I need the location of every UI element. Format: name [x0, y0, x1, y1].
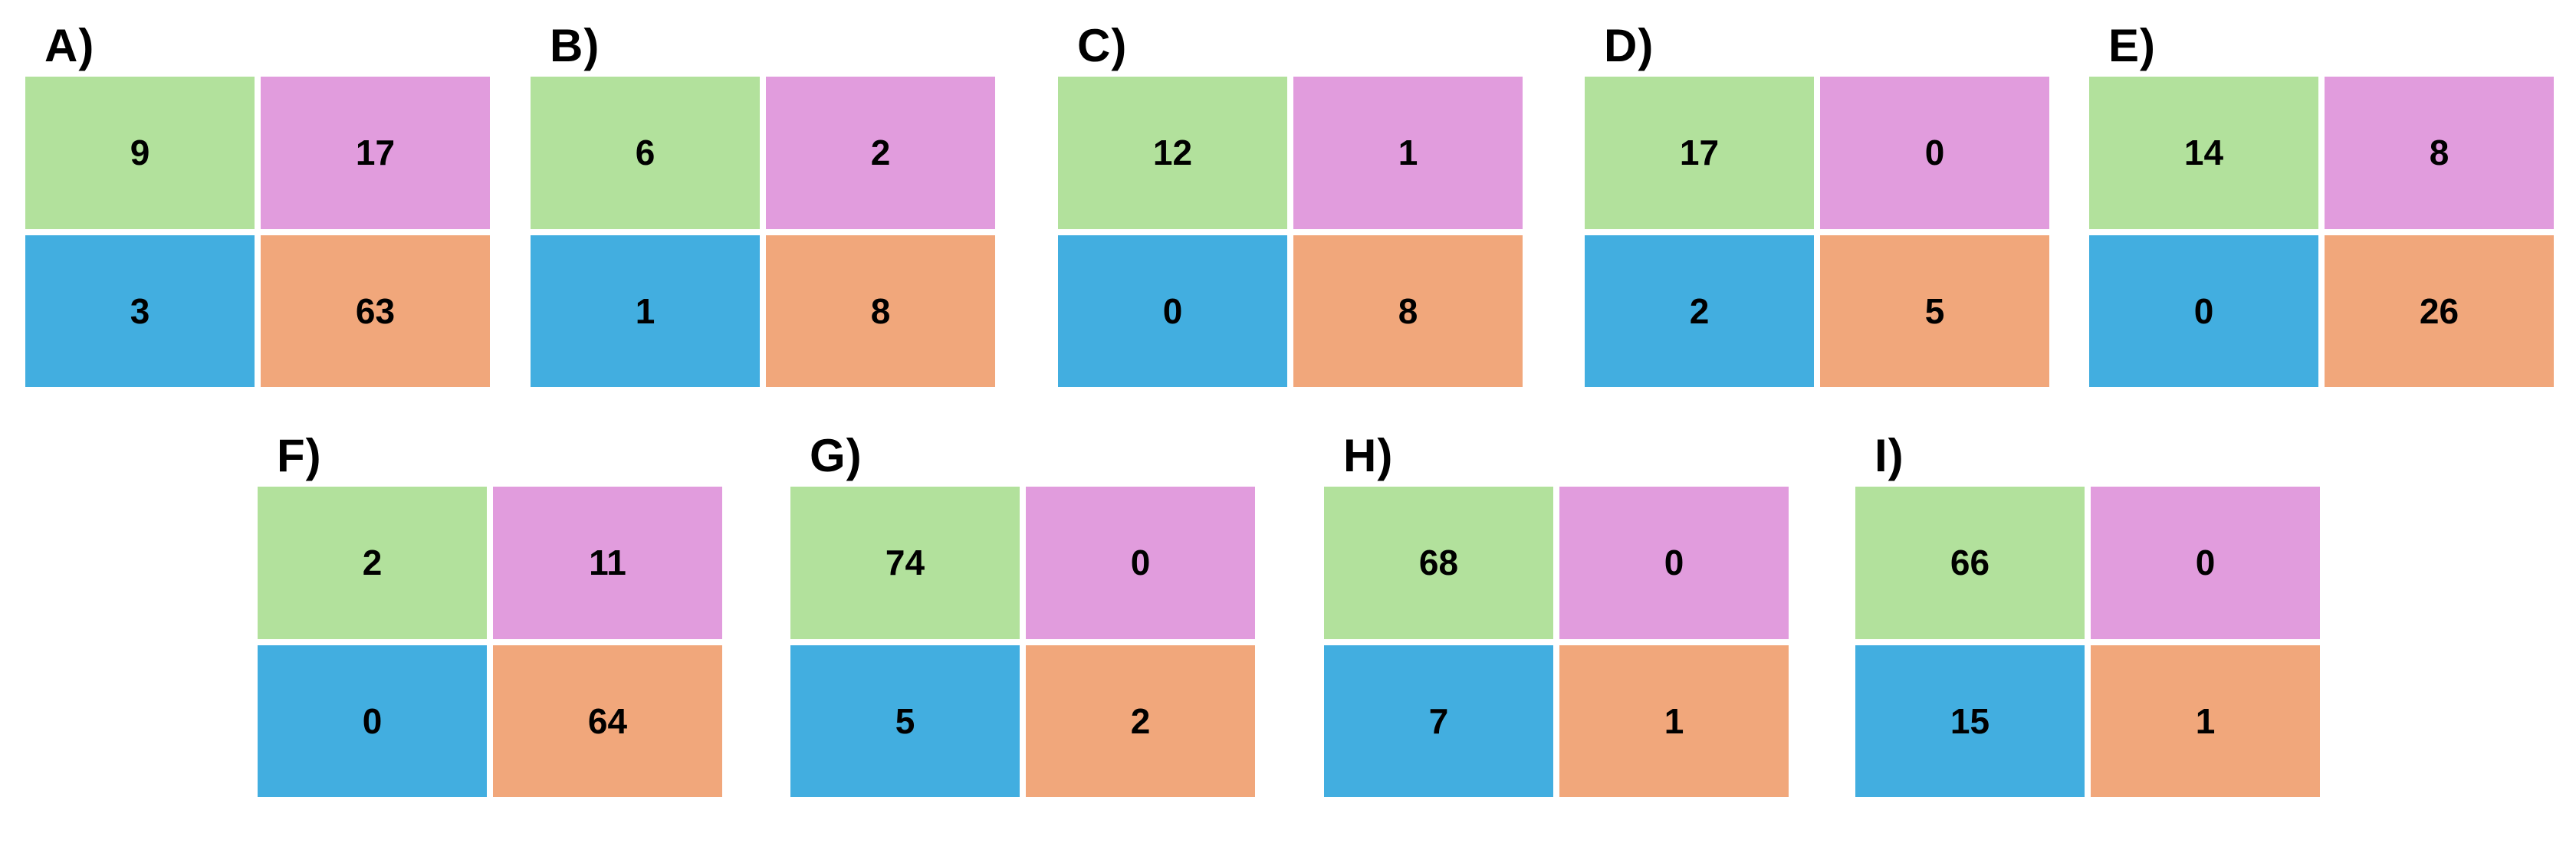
quadrant-grid: 68 0 7 1 — [1324, 487, 1789, 797]
panel-label: G) — [810, 430, 863, 481]
panel-label: H) — [1343, 430, 1394, 481]
cell-top-left: 68 — [1324, 487, 1553, 639]
panel-g: G) 74 0 5 2 — [790, 433, 1255, 797]
cell-top-right: 2 — [766, 77, 995, 229]
cell-top-right: 11 — [493, 487, 722, 639]
panel-b: B) 6 2 1 8 — [531, 23, 995, 387]
cell-bottom-left: 0 — [2089, 235, 2318, 387]
quadrant-grid: 6 2 1 8 — [531, 77, 995, 387]
quadrant-grid: 2 11 0 64 — [258, 487, 722, 797]
cell-top-left: 66 — [1855, 487, 2085, 639]
cell-bottom-left: 0 — [258, 645, 487, 797]
cell-bottom-left: 0 — [1058, 235, 1287, 387]
quadrant-grid: 12 1 0 8 — [1058, 77, 1523, 387]
panel-e: E) 14 8 0 26 — [2089, 23, 2554, 387]
cell-top-right: 17 — [261, 77, 490, 229]
cell-top-left: 9 — [25, 77, 255, 229]
quadrant-grid: 17 0 2 5 — [1585, 77, 2049, 387]
panel-label: E) — [2108, 20, 2156, 71]
cell-bottom-left: 1 — [531, 235, 760, 387]
cell-top-left: 74 — [790, 487, 1020, 639]
panel-f: F) 2 11 0 64 — [258, 433, 722, 797]
panel-c: C) 12 1 0 8 — [1058, 23, 1523, 387]
cell-top-right: 0 — [1559, 487, 1789, 639]
panel-i: I) 66 0 15 1 — [1855, 433, 2320, 797]
cell-top-right: 1 — [1293, 77, 1523, 229]
cell-bottom-left: 7 — [1324, 645, 1553, 797]
cell-bottom-left: 2 — [1585, 235, 1814, 387]
cell-top-left: 12 — [1058, 77, 1287, 229]
cell-top-left: 14 — [2089, 77, 2318, 229]
cell-bottom-right: 8 — [766, 235, 995, 387]
panel-a: A) 9 17 3 63 — [25, 23, 490, 387]
cell-top-right: 0 — [1820, 77, 2049, 229]
cell-bottom-right: 5 — [1820, 235, 2049, 387]
cell-bottom-left: 3 — [25, 235, 255, 387]
cell-bottom-right: 26 — [2325, 235, 2554, 387]
panel-label: I) — [1875, 430, 1904, 481]
cell-top-right: 0 — [2091, 487, 2320, 639]
panel-label: C) — [1077, 20, 1128, 71]
cell-top-left: 6 — [531, 77, 760, 229]
panel-label: A) — [44, 20, 95, 71]
cell-bottom-left: 15 — [1855, 645, 2085, 797]
quadrant-grid: 9 17 3 63 — [25, 77, 490, 387]
cell-top-left: 2 — [258, 487, 487, 639]
quadrant-grid: 66 0 15 1 — [1855, 487, 2320, 797]
cell-bottom-right: 1 — [1559, 645, 1789, 797]
cell-top-left: 17 — [1585, 77, 1814, 229]
panel-h: H) 68 0 7 1 — [1324, 433, 1789, 797]
panel-label: D) — [1604, 20, 1654, 71]
cell-bottom-left: 5 — [790, 645, 1020, 797]
cell-top-right: 0 — [1026, 487, 1255, 639]
quadrant-grid: 14 8 0 26 — [2089, 77, 2554, 387]
cell-top-right: 8 — [2325, 77, 2554, 229]
panel-d: D) 17 0 2 5 — [1585, 23, 2049, 387]
cell-bottom-right: 2 — [1026, 645, 1255, 797]
quadrant-grid: 74 0 5 2 — [790, 487, 1255, 797]
cell-bottom-right: 1 — [2091, 645, 2320, 797]
cell-bottom-right: 64 — [493, 645, 722, 797]
cell-bottom-right: 8 — [1293, 235, 1523, 387]
panel-label: F) — [277, 430, 322, 481]
cell-bottom-right: 63 — [261, 235, 490, 387]
panel-label: B) — [550, 20, 600, 71]
